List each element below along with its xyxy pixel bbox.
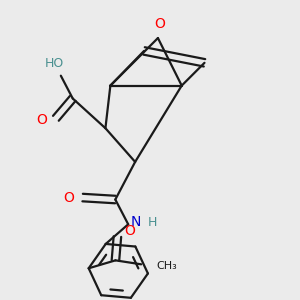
Text: O: O <box>63 190 74 205</box>
Text: HO: HO <box>44 57 64 70</box>
Text: N: N <box>130 215 141 229</box>
Text: O: O <box>37 113 47 127</box>
Text: O: O <box>154 17 165 31</box>
Text: H: H <box>148 216 158 229</box>
Text: CH₃: CH₃ <box>156 261 177 271</box>
Text: O: O <box>124 224 135 238</box>
